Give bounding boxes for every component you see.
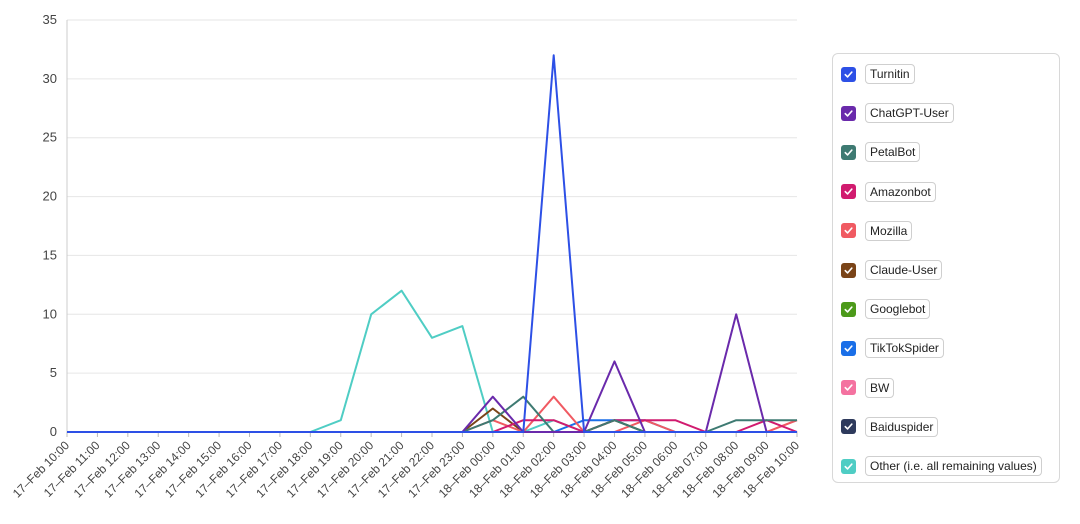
checkbox-icon[interactable] (841, 380, 856, 396)
legend-label: BW (865, 377, 895, 398)
legend-label: Mozilla (865, 220, 913, 241)
checkbox-icon[interactable] (841, 144, 856, 160)
checkbox-icon[interactable] (841, 419, 856, 435)
y-tick-label: 10 (43, 306, 57, 321)
series-line-googlebot (67, 419, 797, 433)
legend-label: Googlebot (865, 299, 931, 320)
legend-label: ChatGPT-User (865, 103, 954, 124)
y-tick-label: 30 (43, 71, 57, 86)
legend-item[interactable]: Claude-User (841, 259, 943, 281)
checkbox-icon[interactable] (841, 223, 856, 239)
checkbox-icon[interactable] (841, 262, 856, 278)
legend-label: PetalBot (865, 142, 921, 163)
legend-item[interactable]: Other (i.e. all remaining values) (841, 455, 1042, 477)
y-tick-label: 25 (43, 130, 57, 145)
checkbox-icon[interactable] (841, 301, 856, 317)
series-line-amazonbot (67, 419, 798, 433)
legend-item[interactable]: PetalBot (841, 141, 921, 163)
series-line-bw (67, 419, 798, 433)
y-tick-label: 20 (43, 189, 57, 204)
legend-item[interactable]: Mozilla (841, 220, 913, 242)
checkbox-icon[interactable] (841, 66, 856, 82)
legend-item[interactable]: TikTokSpider (841, 337, 944, 359)
legend-item[interactable]: BW (841, 377, 895, 399)
series-line-petalbot (67, 395, 797, 433)
series-line-other-i-e-all-remaining-values (67, 289, 797, 433)
checkbox-icon[interactable] (841, 184, 856, 200)
legend-item[interactable]: Amazonbot (841, 181, 936, 203)
legend-label: Amazonbot (865, 181, 936, 202)
legend-item[interactable]: ChatGPT-User (841, 102, 954, 124)
legend-label: Baiduspider (865, 416, 939, 437)
series-line-claude-user (67, 407, 797, 433)
legend: Turnitin ChatGPT-User PetalBot Amazonbot Moz… (832, 53, 1060, 483)
series-line-turnitin (67, 54, 797, 433)
legend-label: Claude-User (865, 260, 943, 280)
y-tick-label: 35 (43, 12, 57, 27)
series-line-mozilla (67, 395, 798, 433)
y-axis: 0 5 10 15 20 25 30 35 (43, 12, 68, 439)
checkbox-icon[interactable] (841, 340, 856, 356)
checkbox-icon[interactable] (841, 458, 856, 474)
checkbox-icon[interactable] (841, 105, 856, 121)
y-tick-label: 0 (50, 424, 57, 439)
legend-item[interactable]: Baiduspider (841, 416, 939, 438)
y-tick-label: 5 (50, 365, 57, 380)
series-line-tiktokspider (67, 419, 797, 433)
y-tick-label: 15 (43, 247, 57, 262)
legend-label: TikTokSpider (865, 338, 944, 359)
legend-item[interactable]: Googlebot (841, 298, 931, 320)
legend-label: Turnitin (865, 64, 915, 84)
grid-lines (67, 19, 797, 433)
legend-item[interactable]: Turnitin (841, 63, 915, 85)
legend-label: Other (i.e. all remaining values) (865, 456, 1042, 476)
series-lines (67, 54, 798, 433)
